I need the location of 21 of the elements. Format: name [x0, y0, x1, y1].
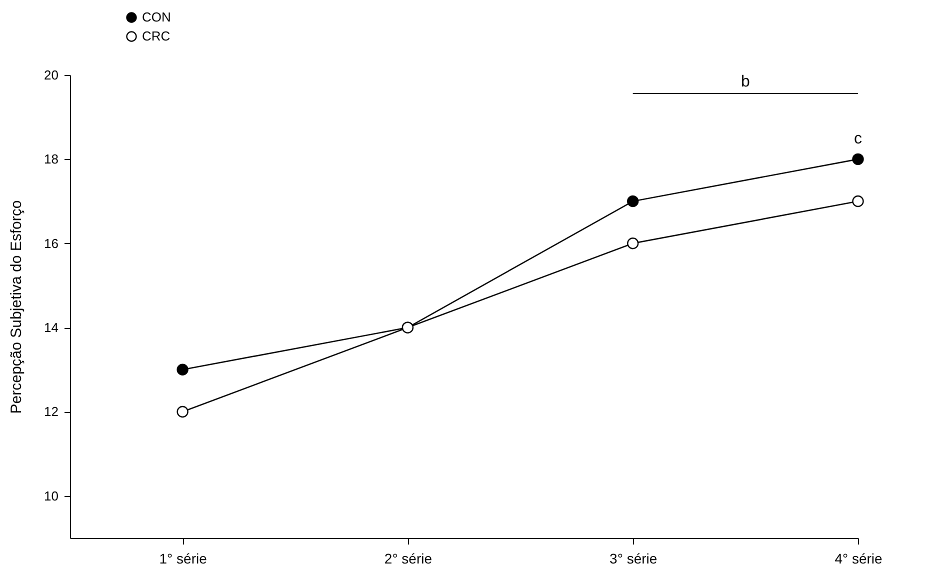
- x-tick-label: 1° série: [159, 550, 208, 566]
- legend-label: CRC: [142, 28, 170, 44]
- y-tick-label: 18: [44, 152, 58, 167]
- x-tick-label: 2° série: [384, 550, 432, 566]
- y-axis-title: Percepção Subjetiva do Esforço: [8, 200, 26, 414]
- point: [176, 364, 188, 376]
- point: [627, 238, 639, 250]
- y-tick-label: 16: [44, 236, 58, 251]
- y-tick-label: 20: [44, 68, 58, 82]
- point: [627, 195, 639, 208]
- point: [852, 153, 864, 166]
- point: [176, 406, 188, 418]
- y-tick-label: 10: [44, 488, 58, 504]
- x-tick-label: 4° série: [834, 550, 883, 566]
- point: [852, 195, 864, 208]
- y-tick-label: 12: [44, 404, 58, 420]
- annotation: c: [854, 130, 862, 148]
- annotation: b: [740, 74, 750, 91]
- y-tick-label: 14: [44, 320, 58, 336]
- legend-label: CON: [142, 10, 171, 24]
- x-tick-label: 3° série: [610, 550, 658, 566]
